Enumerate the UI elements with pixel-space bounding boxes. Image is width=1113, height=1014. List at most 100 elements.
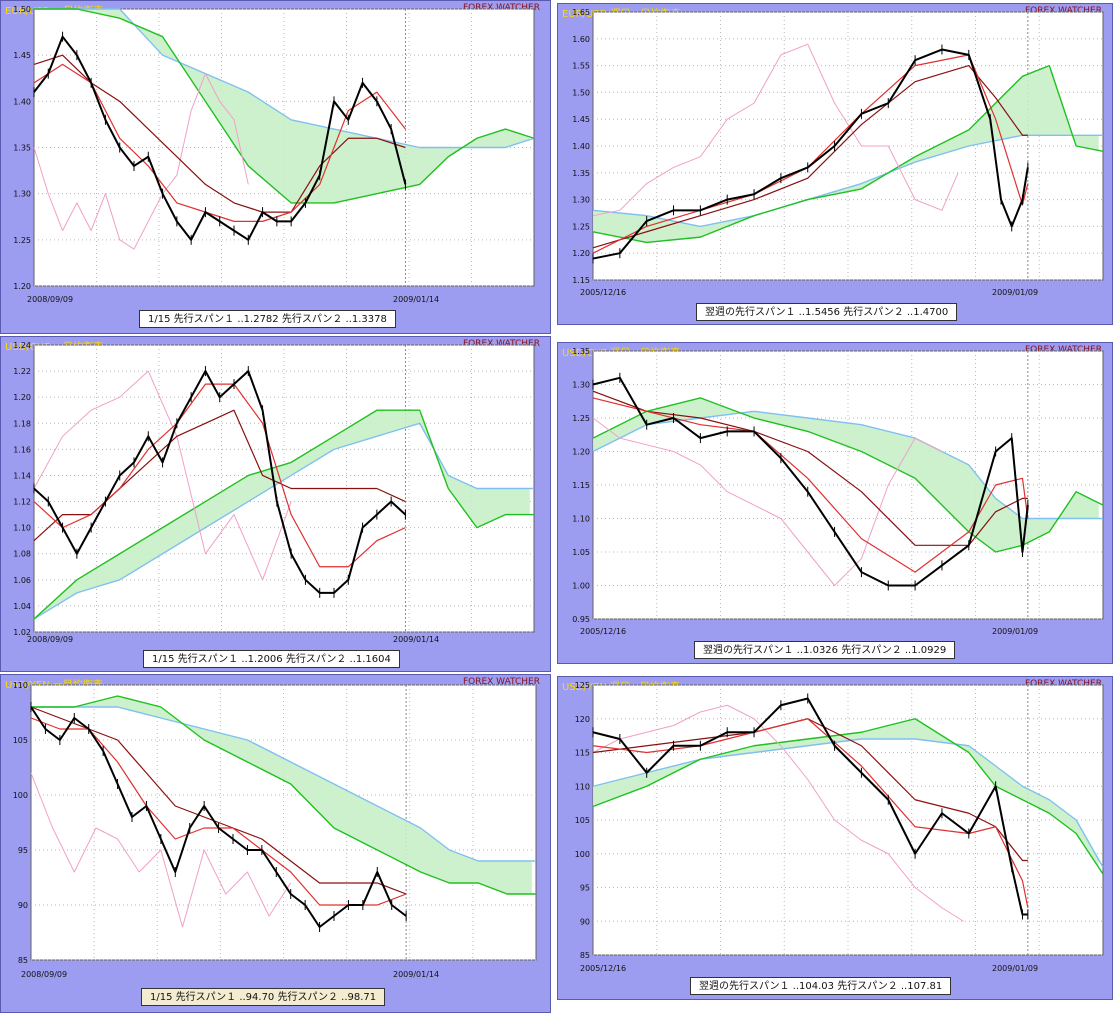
y-tick-label: 1.40 xyxy=(13,97,31,106)
plot-area xyxy=(30,684,537,961)
series-chikou xyxy=(30,772,292,928)
y-tick-label: 1.45 xyxy=(13,51,31,60)
y-tick-label: 1.65 xyxy=(572,8,590,17)
series-kijun xyxy=(30,706,407,895)
date-start-label: 2008/09/09 xyxy=(27,295,74,304)
brand-label: FOREX WATCHER xyxy=(462,3,540,13)
chart-plot: 1.02 1.04 1.06 1.08 1.10 1.12 1.14 1.16 1.18 1.20… xyxy=(13,341,535,637)
y-tick-label: 110 xyxy=(575,782,590,791)
series-tenkan xyxy=(592,718,1029,908)
y-tick-label: 95 xyxy=(18,846,28,855)
series-span2 xyxy=(34,8,535,149)
chart-panel-usdyen-weekly: USD/YEN 週足一目均衡表 FOREX WATCHER 8590951001… xyxy=(557,676,1113,1000)
brand-label: FOREX WATCHER xyxy=(1024,6,1102,16)
series-span2 xyxy=(31,706,536,862)
y-tick-label: 1.14 xyxy=(13,471,31,480)
y-tick-label: 1.30 xyxy=(572,381,590,390)
y-tick-label: 0.95 xyxy=(572,615,590,624)
series-span1 xyxy=(592,397,1104,553)
y-tick-label: 1.15 xyxy=(572,481,590,490)
y-tick-label: 1.35 xyxy=(572,347,590,356)
y-tick-label: 1.12 xyxy=(13,498,31,507)
y-tick-label: 1.35 xyxy=(572,169,590,178)
y-tick-label: 1.04 xyxy=(13,602,31,611)
brand-label: FOREX WATCHER xyxy=(462,677,540,687)
y-tick-label: 100 xyxy=(13,791,28,800)
y-tick-label: 1.15 xyxy=(572,276,590,285)
date-end-label: 2009/01/09 xyxy=(992,288,1039,297)
series-chikou xyxy=(33,370,292,581)
y-tick-label: 105 xyxy=(575,816,590,825)
y-tick-label: 1.40 xyxy=(572,142,590,151)
series-tenkan xyxy=(592,397,1029,573)
y-tick-label: 95 xyxy=(580,884,590,893)
y-tick-label: 1.50 xyxy=(13,5,31,14)
y-tick-label: 1.30 xyxy=(13,190,31,199)
y-tick-label: 1.05 xyxy=(572,548,590,557)
date-end-label: 2009/01/14 xyxy=(393,635,440,644)
series-kijun xyxy=(33,54,406,213)
series-span1 xyxy=(592,64,1104,244)
y-tick-label: 120 xyxy=(575,715,590,724)
brand-label: FOREX WATCHER xyxy=(462,339,540,349)
chart-panel-usdyen-daily: USD/YEN 一目均衡表 FOREX WATCHER 859095100105… xyxy=(0,674,551,1013)
series-tenkan xyxy=(33,383,406,568)
y-tick-label: 1.08 xyxy=(13,550,31,559)
series-chikou xyxy=(592,43,959,217)
date-end-label: 2009/01/09 xyxy=(992,964,1039,973)
series-price xyxy=(592,48,1029,260)
y-tick-label: 90 xyxy=(580,917,590,926)
series-chikou xyxy=(592,417,943,586)
y-tick-label: 115 xyxy=(575,749,590,758)
date-end-label: 2009/01/09 xyxy=(992,627,1039,636)
series-kijun xyxy=(592,64,1028,249)
chart-panel-eurusd-daily: EUR/USD 一目均衡表 FOREX WATCHER 1.201.251.30… xyxy=(0,0,551,334)
chart-panel-usdchf-daily: USD/CHF 一目均衡表 FOREX WATCHER 1.021.041.06… xyxy=(0,336,551,672)
y-tick-label: 1.25 xyxy=(572,222,590,231)
date-start-label: 2005/12/16 xyxy=(580,964,627,973)
y-tick-label: 1.45 xyxy=(572,115,590,124)
chart-plot: 1.15 1.20 1.25 1.30 1.35 1.40 1.45 1.50 1.55 1.60… xyxy=(572,8,1104,285)
y-tick-label: 1.35 xyxy=(13,144,31,153)
chart-plot: 1.20 1.25 1.30 1.35 1.40 1.45 1.50 xyxy=(13,5,535,291)
y-tick-label: 105 xyxy=(13,736,28,745)
date-end-label: 2009/01/14 xyxy=(393,970,440,979)
series-kijun xyxy=(592,718,1028,862)
series-span2 xyxy=(33,422,534,620)
y-tick-label: 1.22 xyxy=(13,367,31,376)
y-tick-label: 1.16 xyxy=(13,445,31,454)
ichimoku-cloud xyxy=(31,696,532,894)
y-tick-label: 1.18 xyxy=(13,419,31,428)
y-tick-label: 1.25 xyxy=(13,236,31,245)
y-tick-label: 1.24 xyxy=(13,341,31,350)
series-span1 xyxy=(592,718,1104,875)
footer-span-readout: 翌週の先行スパン１ ..1.0326 先行スパン２ ..1.0929 xyxy=(694,641,956,659)
footer-span-readout: 翌週の先行スパン１ ..1.5456 先行スパン２ ..1.4700 xyxy=(696,303,958,321)
ichimoku-cloud xyxy=(34,9,530,203)
y-tick-label: 1.20 xyxy=(13,393,31,402)
chart-plot: 0.95 1.00 1.05 1.10 1.15 1.20 1.25 1.30 1.35 xyxy=(572,347,1104,624)
series-span1 xyxy=(33,409,534,620)
y-tick-label: 1.02 xyxy=(13,628,31,637)
y-tick-label: 1.10 xyxy=(572,515,590,524)
y-tick-label: 85 xyxy=(580,951,590,960)
date-start-label: 2005/12/16 xyxy=(580,627,627,636)
footer-span-readout: 1/15 先行スパン１ ..1.2782 先行スパン２ ..1.3378 xyxy=(139,310,396,328)
date-end-label: 2009/01/14 xyxy=(393,295,440,304)
y-tick-label: 1.25 xyxy=(572,414,590,423)
footer-span-readout: 1/15 先行スパン１ ..1.2006 先行スパン２ ..1.1604 xyxy=(143,650,400,668)
series-kijun xyxy=(592,390,1028,546)
footer-span-readout: 1/15 先行スパン１ ..94.70 先行スパン２ ..98.71 xyxy=(141,988,386,1006)
y-tick-label: 1.20 xyxy=(13,282,31,291)
y-tick-label: 85 xyxy=(18,956,28,965)
y-tick-label: 1.50 xyxy=(572,88,590,97)
chart-plot: 85 90 95 100 105 110 115 120 125 xyxy=(575,681,1104,960)
chart-plot: 85 90 95 100 105 110 xyxy=(13,681,537,965)
y-tick-label: 1.06 xyxy=(13,576,31,585)
series-span1 xyxy=(34,8,535,204)
date-start-label: 2005/12/16 xyxy=(580,288,627,297)
y-tick-label: 125 xyxy=(575,681,590,690)
date-start-label: 2008/09/09 xyxy=(21,970,68,979)
y-tick-label: 1.60 xyxy=(572,35,590,44)
series-chikou xyxy=(592,704,964,922)
